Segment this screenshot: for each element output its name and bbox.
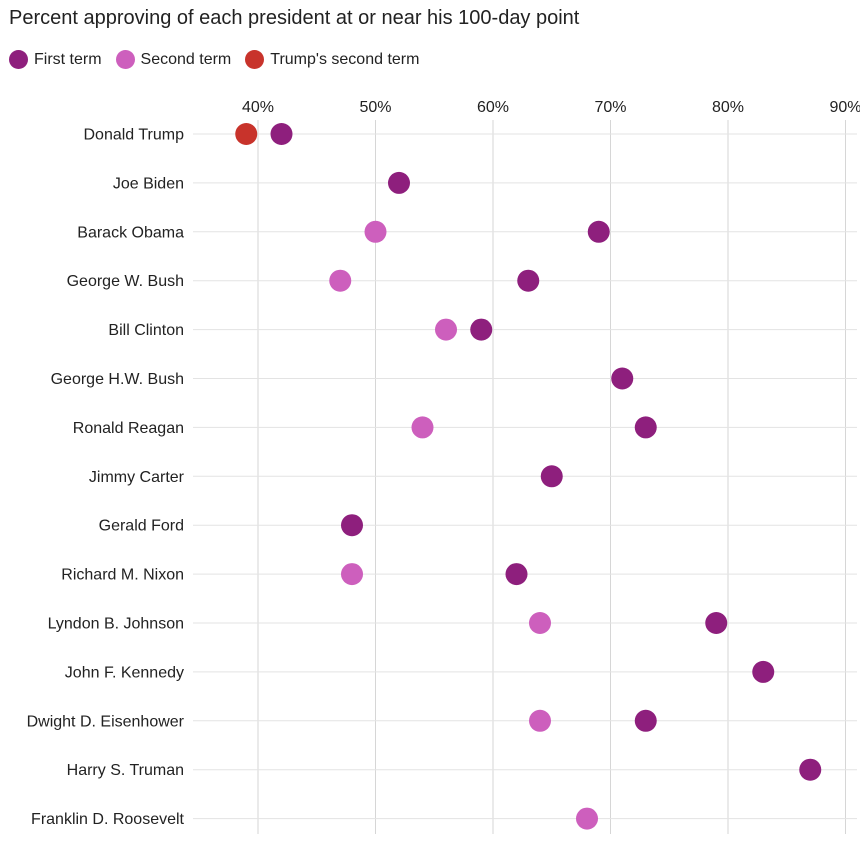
point-trump-s-second-term	[235, 123, 258, 145]
category-label: Harry S. Truman	[67, 762, 184, 779]
row-lines	[193, 133, 857, 820]
legend-item-first-term: First term	[9, 50, 102, 69]
point-second-term	[576, 807, 598, 830]
x-tick-label-90: 90%	[829, 99, 860, 116]
point-first-term	[587, 220, 610, 243]
category-label: Richard M. Nixon	[61, 567, 184, 584]
category-label: Dwight D. Eisenhower	[27, 713, 185, 730]
category-label: Franklin D. Roosevelt	[31, 811, 185, 828]
category-label: Barack Obama	[77, 224, 184, 241]
category-label: Joe Biden	[113, 175, 184, 192]
category-label: George H.W. Bush	[51, 371, 184, 388]
point-first-term	[505, 563, 528, 586]
x-tick-label-50: 50%	[359, 99, 391, 116]
category-label: Ronald Reagan	[73, 420, 184, 437]
x-tick-label-60: 60%	[477, 99, 509, 116]
category-label: Gerald Ford	[99, 518, 184, 535]
legend-label-first-term: First term	[34, 50, 102, 68]
point-first-term	[517, 269, 540, 292]
point-first-term	[611, 367, 634, 390]
point-first-term	[341, 514, 363, 537]
x-tick-label-80: 80%	[712, 99, 744, 116]
point-second-term	[529, 709, 551, 732]
point-first-term	[634, 416, 657, 439]
point-first-term	[470, 318, 493, 341]
legend-swatch-second-term	[115, 50, 135, 69]
x-axis-ticks: 40% 50% 60% 70% 80% 90%	[242, 99, 860, 116]
category-label: George W. Bush	[67, 273, 184, 290]
point-first-term	[799, 758, 822, 781]
legend-swatch-trump-second-term	[245, 50, 265, 69]
point-first-term	[388, 171, 410, 194]
x-tick-label-70: 70%	[594, 99, 626, 116]
point-second-term	[364, 220, 387, 243]
point-second-term	[341, 563, 363, 586]
legend-label-second-term: Second term	[140, 50, 232, 68]
legend-swatch-first-term	[9, 50, 28, 69]
legend-item-second-term: Second term	[115, 50, 232, 69]
x-tick-label-40: 40%	[242, 99, 274, 116]
y-axis-labels: Donald Trump Joe Biden Barack Obama George …	[27, 127, 185, 829]
point-second-term	[435, 318, 457, 341]
category-label: Bill Clinton	[108, 322, 184, 339]
category-label: John F. Kennedy	[65, 664, 184, 681]
chart-title: Percent approving of each president at o…	[9, 7, 580, 29]
point-second-term	[411, 416, 434, 439]
point-first-term	[540, 465, 563, 488]
point-first-term	[270, 123, 293, 145]
legend: First term Second term Trump's second te…	[9, 50, 433, 69]
category-label: Lyndon B. Johnson	[48, 616, 184, 633]
point-first-term	[752, 660, 775, 683]
point-second-term	[529, 612, 551, 634]
legend-item-trump-second-term: Trump's second term	[245, 50, 419, 69]
point-second-term	[329, 269, 352, 292]
data-points	[235, 123, 822, 830]
point-first-term	[634, 709, 657, 732]
category-label: Donald Trump	[84, 127, 185, 144]
legend-label-trump-second-term: Trump's second term	[270, 50, 420, 68]
category-label: Jimmy Carter	[89, 469, 185, 486]
point-first-term	[705, 612, 728, 634]
